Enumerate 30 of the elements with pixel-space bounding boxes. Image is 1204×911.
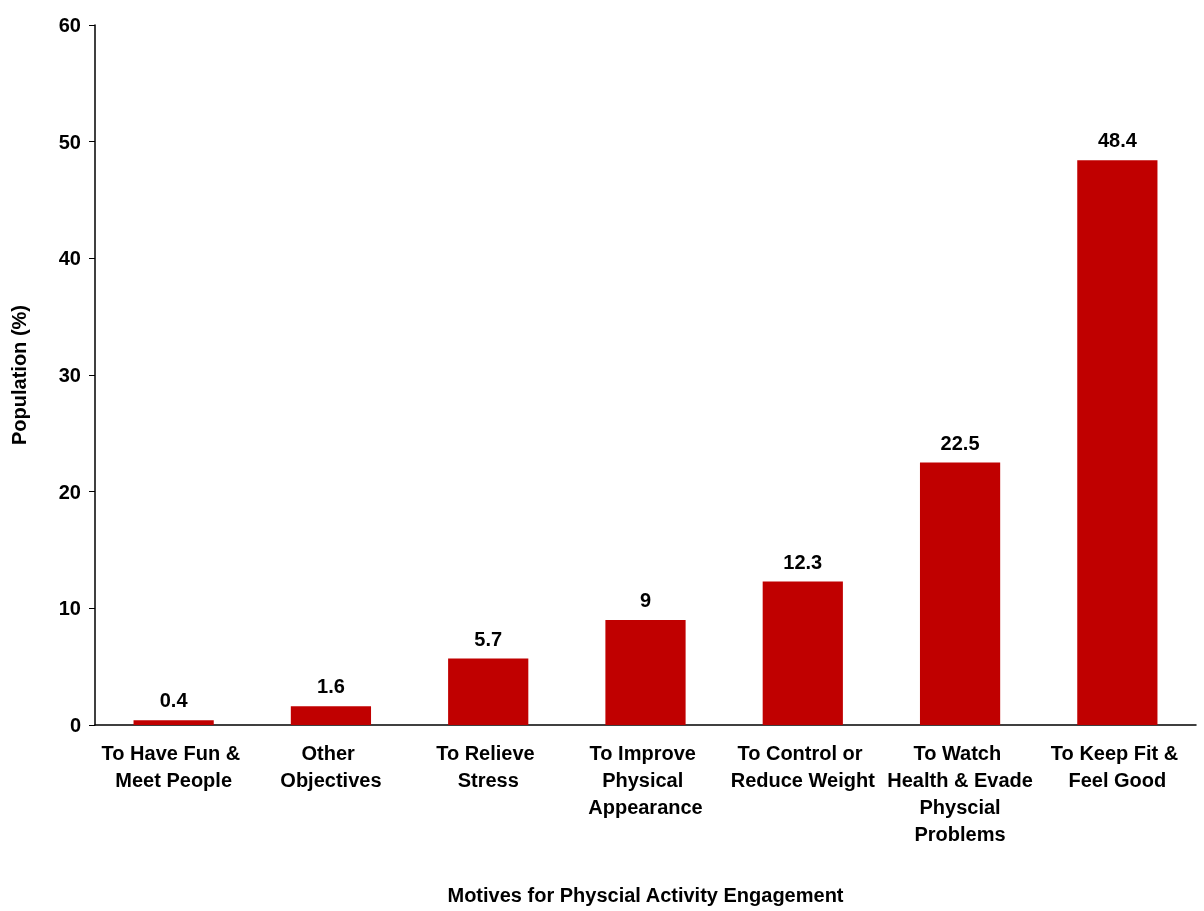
x-axis-title: Motives for Physcial Activity Engagement <box>447 884 844 906</box>
data-label: 9 <box>639 589 652 611</box>
y-tick-label: 40 <box>58 247 81 270</box>
bar <box>133 720 214 725</box>
data-label: 48.4 <box>1097 129 1138 152</box>
x-tick-label: To Control or Reduce Weight <box>730 741 876 791</box>
y-tick-label: 0 <box>69 714 81 736</box>
y-tick-label: 60 <box>58 14 81 36</box>
data-label: 1.6 <box>317 675 345 698</box>
y-tick-label: 50 <box>58 130 81 153</box>
x-tick-label: To Keep Fit & Feel Good <box>1050 741 1184 791</box>
data-label: 12.3 <box>783 550 823 573</box>
bar <box>1077 160 1158 725</box>
y-tick-label: 30 <box>58 364 81 386</box>
bar <box>290 706 372 725</box>
data-label: 22.5 <box>940 431 980 454</box>
x-tick-label: To Relieve Stress <box>436 741 541 791</box>
data-label: 5.7 <box>474 627 503 650</box>
y-axis-title: Population (%) <box>8 305 30 445</box>
bar <box>762 581 843 725</box>
data-label: 0.4 <box>159 689 189 712</box>
bar <box>605 620 686 725</box>
y-tick-label: 20 <box>58 480 81 503</box>
bar <box>448 658 529 725</box>
x-tick-label: To Have Fun & Meet People <box>101 741 246 791</box>
x-tick-label: To Watch Health & Evade Physcial Problems <box>887 741 1033 845</box>
x-tick-label: To Improve Physical Appearance <box>588 741 703 818</box>
y-tick-label: 10 <box>58 597 81 620</box>
bar <box>919 462 1001 725</box>
x-tick-label: Other Objectives <box>280 741 382 791</box>
